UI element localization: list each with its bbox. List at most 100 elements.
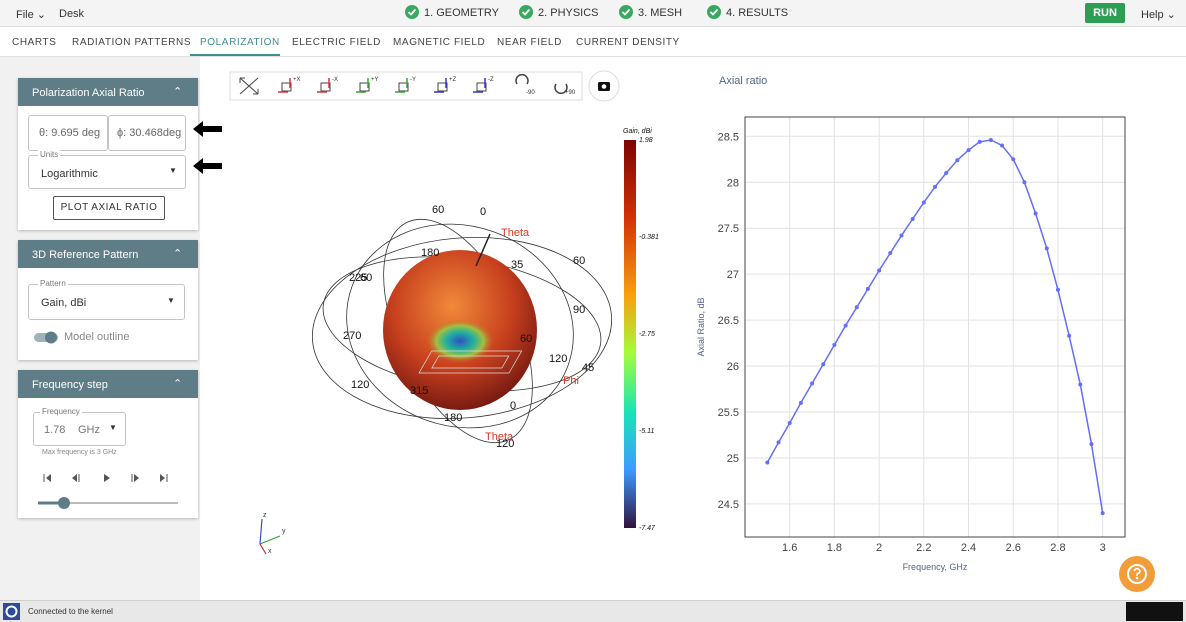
x-tick-label: 3 [1100, 542, 1106, 554]
help-fab[interactable] [1118, 555, 1156, 593]
pattern-select[interactable]: Gain, dBi ▼ [28, 284, 185, 320]
tab[interactable]: CHARTS [12, 37, 57, 48]
y-tick-label: 27 [727, 269, 739, 281]
run-button[interactable]: RUN [1085, 3, 1125, 23]
view-button[interactable] [476, 82, 487, 92]
plot-area [744, 116, 1126, 538]
view-button[interactable] [281, 82, 292, 92]
tab[interactable]: MAGNETIC FIELD [393, 37, 486, 48]
file-menu[interactable]: File ⌄ [16, 9, 47, 21]
data-point [776, 440, 781, 445]
data-point [1100, 511, 1105, 516]
data-point [1011, 157, 1016, 162]
step-label: 1. GEOMETRY [424, 7, 499, 19]
frequency-select[interactable]: 1.78 GHz ▼ [33, 412, 126, 446]
data-point [832, 342, 837, 347]
sphere-label: 90 [573, 304, 585, 316]
plot-button[interactable]: PLOT AXIAL RATIO [53, 196, 165, 220]
annotation-arrows [193, 121, 222, 174]
rotate-button[interactable] [554, 83, 568, 94]
data-point [933, 184, 937, 189]
fit-button[interactable] [239, 77, 259, 95]
sphere-label: 35 [511, 259, 523, 271]
data-point [910, 217, 915, 222]
status-text: Connected to the kernel [28, 607, 113, 616]
sphere-label: Phi [563, 375, 579, 387]
tab[interactable]: RADIATION PATTERNS [72, 37, 192, 48]
view-label: -X [332, 77, 338, 83]
data-point [1078, 382, 1083, 387]
sphere-label: 60 [432, 204, 444, 216]
view-button[interactable] [398, 82, 409, 92]
card-header[interactable]: Frequency step ⌃ [18, 370, 198, 398]
data-point [1000, 143, 1005, 148]
data-point [821, 362, 826, 367]
pattern-value: Gain, dBi [41, 297, 87, 309]
help-menu[interactable]: Help ⌄ [1141, 9, 1176, 21]
phi-field[interactable]: ϕ: 30.468deg [108, 115, 186, 151]
rotate-button[interactable] [515, 74, 529, 85]
sphere-label: Theta [485, 431, 514, 443]
y-tick-label: 28 [727, 177, 739, 189]
toolbar-frame [229, 71, 583, 101]
units-select[interactable]: Logarithmic ▼ [28, 155, 186, 189]
data-point [888, 251, 893, 256]
next-button[interactable] [131, 474, 139, 482]
sphere-label: Theta [501, 227, 530, 239]
last-button[interactable] [160, 474, 168, 482]
x-tick-label: 2.4 [961, 542, 976, 554]
tab[interactable]: ELECTRIC FIELD [292, 37, 381, 48]
tab[interactable]: POLARIZATION [200, 37, 280, 48]
data-point [1067, 333, 1072, 338]
first-button[interactable] [43, 474, 51, 482]
y-tick-label: 27.5 [718, 223, 739, 235]
sphere-label: 120 [549, 353, 567, 365]
file-label[interactable]: File [16, 9, 34, 21]
data-point [798, 400, 803, 405]
view-arrow [395, 78, 408, 93]
data-point [810, 381, 815, 386]
sphere-label: 60 [360, 272, 372, 284]
sphere-label: 315 [410, 385, 428, 397]
frequency-label: Frequency [40, 407, 82, 416]
data-point [877, 268, 882, 273]
colorbar [624, 140, 636, 528]
sphere-label: 45 [582, 362, 594, 374]
y-tick-label: 24.5 [718, 499, 739, 511]
step-check [707, 5, 721, 19]
help-label[interactable]: Help [1141, 9, 1164, 21]
tab[interactable]: NEAR FIELD [497, 37, 562, 48]
prev-button[interactable] [72, 474, 80, 482]
view-label: +X [293, 77, 301, 83]
axis-label: x [268, 548, 272, 555]
polarization-card: Polarization Axial Ratio ⌃ θ: 9.695 deg ϕ… [18, 78, 198, 230]
card-header[interactable]: 3D Reference Pattern ⌃ [18, 240, 198, 268]
step-check [619, 5, 633, 19]
view-arrow [473, 78, 486, 93]
view-button[interactable] [320, 82, 331, 92]
frequency-value: 1.78 [44, 424, 66, 436]
card-header[interactable]: Polarization Axial Ratio ⌃ [18, 78, 198, 106]
frequency-slider[interactable] [58, 497, 70, 509]
data-point [977, 139, 982, 144]
frequency-unit: GHz [78, 424, 100, 436]
view-toolbar: +X -X +Y -Y +Z -Z -90 +90 [229, 70, 620, 102]
status-bar: Connected to the kernel [0, 600, 1186, 622]
sphere-label: 120 [351, 379, 369, 391]
view-button[interactable] [359, 82, 370, 92]
play-button[interactable] [104, 474, 110, 482]
y-tick-label: 25 [727, 453, 739, 465]
desk-menu[interactable]: Desk [59, 8, 85, 20]
theta-value: θ: 9.695 deg [39, 127, 101, 139]
x-axis-title: Frequency, GHz [903, 562, 968, 572]
tab[interactable]: CURRENT DENSITY [576, 37, 680, 48]
outline-toggle[interactable] [32, 329, 62, 345]
view-label: +Z [449, 77, 457, 83]
colorbar-title: Gain, dBi [623, 128, 652, 135]
view-arrow [278, 78, 291, 93]
data-point [988, 137, 993, 142]
sphere-label: 270 [343, 330, 361, 342]
view-button[interactable] [437, 82, 448, 92]
theta-field[interactable]: θ: 9.695 deg [28, 115, 108, 151]
rotate-label: +90 [565, 90, 576, 96]
